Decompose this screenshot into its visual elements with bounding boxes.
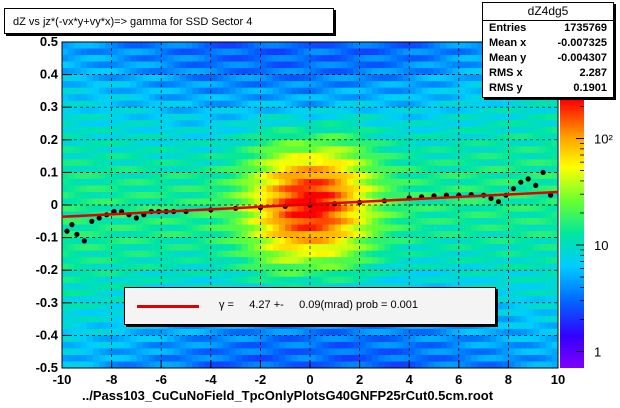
- y-tick-label: 0.3: [40, 99, 58, 114]
- x-tick-label: 0: [306, 372, 313, 387]
- plot-title: dZ vs jz*(-vx*y+vy*x)=> gamma for SSD Se…: [4, 8, 334, 34]
- profile-point: [89, 218, 95, 224]
- x-tick-label: -8: [106, 372, 118, 387]
- stats-box: dZ4dg5 Entries 1735769 Mean x -0.007325 …: [482, 2, 614, 98]
- y-tick-label: -0.4: [36, 327, 59, 342]
- profile-point: [518, 179, 524, 185]
- color-scale-ticks: 1 10 10²: [576, 106, 613, 360]
- fit-legend: γ = 4.27 +- 0.09(mrad) prob = 0.001: [124, 287, 496, 325]
- y-tick-label: -0.3: [36, 295, 58, 310]
- y-tick-label: 0.4: [40, 67, 59, 82]
- z-tick-label: 10²: [594, 132, 613, 147]
- stats-label: Mean y: [489, 52, 527, 64]
- x-tick-label: 2: [356, 372, 363, 387]
- x-tick-label: -4: [205, 372, 217, 387]
- profile-point: [548, 192, 554, 198]
- profile-point: [533, 182, 539, 188]
- stats-value: -0.007325: [557, 37, 607, 49]
- stats-label: RMS x: [489, 67, 523, 79]
- profile-point: [488, 195, 494, 202]
- stats-label: RMS y: [489, 82, 523, 94]
- stats-name: dZ4dg5: [483, 3, 613, 21]
- stats-label: Entries: [489, 22, 527, 34]
- stats-row-entries: Entries 1735769: [483, 21, 613, 36]
- profile-point: [111, 208, 117, 215]
- stats-row-rms-x: RMS x 2.287: [483, 66, 613, 81]
- z-tick-label: 1: [594, 345, 601, 360]
- z-tick-label: 10: [594, 238, 608, 253]
- stats-row-mean-y: Mean y -0.004307: [483, 51, 613, 66]
- legend-text: γ = 4.27 +- 0.09(mrad) prob = 0.001: [219, 299, 419, 311]
- stats-value: 1735769: [564, 22, 607, 34]
- profile-point: [96, 215, 102, 221]
- x-tick-label: -10: [53, 372, 72, 387]
- stats-row-rms-y: RMS y 0.1901: [483, 81, 613, 96]
- x-tick-label: -2: [255, 372, 267, 387]
- x-tick-label: 10: [551, 372, 565, 387]
- fit-line: [61, 190, 559, 218]
- legend-line-swatch: [137, 305, 199, 308]
- y-tick-label: -0.1: [36, 230, 58, 245]
- y-tick-label: 0: [51, 197, 58, 212]
- profile-point: [495, 199, 502, 205]
- axis-ticks: -10 -8 -6 -4 -2 0 2 4 6 8 10 -0.5 -0.4 -0.3 -0.2 -0.1 0 0…: [36, 34, 566, 387]
- profile-point: [525, 176, 531, 182]
- profile-point: [64, 228, 70, 234]
- profile-point: [74, 231, 80, 237]
- stats-value: -0.004307: [557, 52, 607, 64]
- stats-row-mean-x: Mean x -0.007325: [483, 36, 613, 51]
- x-axis-label: ../Pass103_CuCuNoField_TpcOnlyPlotsG40GN…: [82, 388, 494, 403]
- stats-label: Mean x: [489, 37, 527, 49]
- x-tick-label: 8: [505, 372, 512, 387]
- stats-value: 0.1901: [573, 82, 607, 94]
- profile-point: [540, 169, 546, 175]
- x-tick-label: 4: [406, 372, 414, 387]
- stats-value: 2.287: [579, 67, 607, 79]
- y-tick-label: -0.5: [36, 360, 58, 375]
- y-tick-label: 0.1: [40, 164, 58, 179]
- profile-point: [81, 238, 87, 244]
- profile-point: [133, 215, 139, 221]
- color-scale-bar: [560, 100, 584, 368]
- x-tick-label: -6: [155, 372, 167, 387]
- profile-point: [510, 186, 516, 192]
- y-tick-label: 0.2: [40, 132, 58, 147]
- y-tick-label: 0.5: [40, 34, 58, 49]
- profile-point: [69, 222, 75, 228]
- x-tick-label: 6: [455, 372, 462, 387]
- y-tick-label: -0.2: [36, 262, 58, 277]
